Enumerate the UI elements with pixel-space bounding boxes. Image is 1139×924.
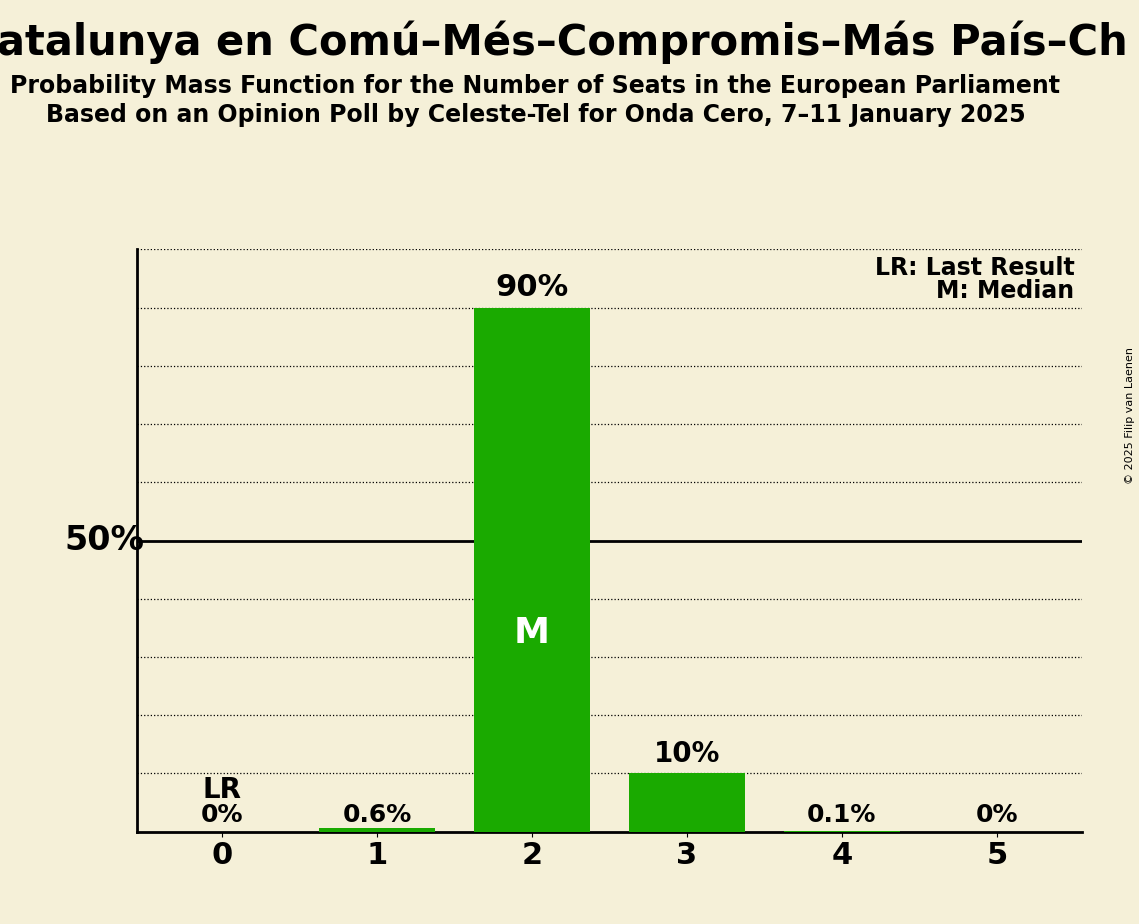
Text: 0%: 0% bbox=[976, 803, 1018, 827]
Text: LR: Last Result: LR: Last Result bbox=[875, 257, 1074, 281]
Text: © 2025 Filip van Laenen: © 2025 Filip van Laenen bbox=[1125, 347, 1134, 484]
Text: 0.6%: 0.6% bbox=[343, 803, 411, 827]
Text: 90%: 90% bbox=[495, 273, 568, 302]
Bar bbox=[319, 828, 435, 832]
Text: 0.1%: 0.1% bbox=[808, 803, 877, 827]
Text: M: M bbox=[514, 615, 550, 650]
Text: ar–Catalunya en Comú–Més–Compromis–Más País–Ch: ar–Catalunya en Comú–Més–Compromis–Más P… bbox=[0, 20, 1128, 64]
Text: LR: LR bbox=[203, 775, 241, 804]
Text: Probability Mass Function for the Number of Seats in the European Parliament: Probability Mass Function for the Number… bbox=[10, 74, 1060, 98]
Text: Based on an Opinion Poll by Celeste-Tel for Onda Cero, 7–11 January 2025: Based on an Opinion Poll by Celeste-Tel … bbox=[46, 103, 1025, 128]
Text: 50%: 50% bbox=[65, 524, 145, 557]
Bar bbox=[629, 773, 745, 832]
Text: 0%: 0% bbox=[200, 803, 243, 827]
Bar bbox=[474, 308, 590, 832]
Text: M: Median: M: Median bbox=[936, 279, 1074, 302]
Text: 10%: 10% bbox=[654, 739, 720, 768]
